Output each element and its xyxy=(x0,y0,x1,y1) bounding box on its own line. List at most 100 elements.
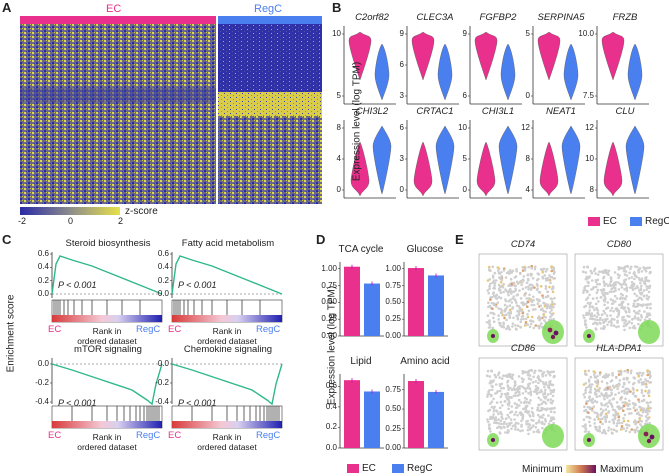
cell-dot xyxy=(611,418,614,422)
cell-dot xyxy=(613,271,617,274)
cell-dot xyxy=(508,308,512,312)
cell-dot xyxy=(648,266,651,270)
cell-dot xyxy=(631,402,635,405)
cell-dot xyxy=(507,403,511,407)
cell-dot xyxy=(610,324,613,327)
cell-dot xyxy=(541,275,544,279)
cell-dot xyxy=(493,302,496,306)
gene-title: FGFBP2 xyxy=(479,12,517,23)
cell-dot xyxy=(593,308,596,312)
tsne-plot xyxy=(478,253,568,347)
cell-dot xyxy=(583,396,586,399)
cell-dot xyxy=(506,381,509,384)
cell-dot xyxy=(630,322,634,325)
cell-dot xyxy=(636,318,640,321)
cell-dot xyxy=(494,418,498,422)
cell-dot xyxy=(586,399,590,403)
cell-dot xyxy=(511,297,514,300)
cell-dot xyxy=(502,321,505,325)
cell-dot xyxy=(612,324,616,328)
cell-dot xyxy=(629,267,632,271)
violin-shape xyxy=(350,141,370,197)
cell-dot xyxy=(632,420,636,424)
panel-d-bars xyxy=(338,262,448,449)
cell-dot xyxy=(550,269,554,273)
cell-dot xyxy=(583,430,587,433)
cell-dot xyxy=(537,326,541,330)
cell-dot xyxy=(502,374,505,378)
cell-dot xyxy=(525,281,529,285)
cell-dot xyxy=(487,409,490,413)
cell-dot xyxy=(642,382,645,385)
cell-dot xyxy=(510,301,514,304)
gene-title: CLEC3A xyxy=(416,12,454,23)
cell-dot xyxy=(603,295,607,299)
rank-gradient xyxy=(172,315,282,322)
cell-dot xyxy=(538,391,541,394)
cell-dot xyxy=(582,316,586,320)
cell-dot xyxy=(599,296,603,299)
cell-dot xyxy=(498,276,501,279)
cell-dot xyxy=(551,399,555,403)
cell-dot xyxy=(632,324,636,328)
cell-dot xyxy=(535,282,539,286)
gene-title: CLU xyxy=(615,106,635,117)
cell-dot xyxy=(491,281,495,284)
cell-dot xyxy=(626,371,629,374)
tsne-plot xyxy=(574,357,664,451)
cell-dot xyxy=(498,376,502,379)
cell-dot xyxy=(626,423,629,427)
cell-dot xyxy=(547,372,550,375)
rank-axis-label: Rank in xyxy=(92,432,122,442)
cell-dot xyxy=(544,402,548,405)
cell-dot xyxy=(509,411,512,414)
tsne-gene-title: CD86 xyxy=(510,343,536,354)
cell-dot xyxy=(488,322,491,326)
cell-dot xyxy=(538,299,541,303)
cell-dot xyxy=(504,417,508,421)
bar-chart-title: Lipid xyxy=(350,356,372,367)
cell-dot xyxy=(615,325,618,329)
cell-dot xyxy=(499,411,503,415)
violin-shape xyxy=(411,31,435,81)
rank-gradient xyxy=(172,421,282,428)
cell-dot xyxy=(640,374,644,377)
cell-dot xyxy=(531,381,535,384)
bar-chart-title: Glucose xyxy=(406,244,444,255)
cell-dot xyxy=(641,410,645,414)
cell-dot xyxy=(528,325,532,329)
cell-dot xyxy=(585,415,588,419)
cell-dot xyxy=(549,398,553,401)
cell-dot xyxy=(515,403,519,406)
cell-dot xyxy=(628,310,631,314)
cell-dot xyxy=(597,300,600,303)
gene-title: CRTAC1 xyxy=(416,106,454,117)
panel-a-letter: A xyxy=(2,0,12,15)
cell-dot xyxy=(649,406,652,410)
cell-dot xyxy=(620,283,623,287)
cell-dot xyxy=(604,376,607,379)
cell-dot xyxy=(637,277,641,280)
cell-dot xyxy=(637,400,641,404)
y-tick-label: -0.2 xyxy=(155,378,169,387)
cell-dot xyxy=(604,297,607,301)
y-tick-label: 8 xyxy=(525,154,530,163)
cell-dot xyxy=(635,285,639,288)
cell-dot xyxy=(623,389,626,393)
cell-dot xyxy=(543,304,547,308)
cell-dot xyxy=(529,399,532,402)
cell-dot xyxy=(583,320,587,323)
cell-dot xyxy=(595,411,598,415)
cell-dot xyxy=(593,387,597,391)
violin-shape xyxy=(539,141,559,197)
cell-dot xyxy=(616,422,619,425)
cell-dot xyxy=(609,298,613,301)
cell-dot xyxy=(536,386,540,390)
panel-d-letter: D xyxy=(316,232,326,247)
cell-dot xyxy=(492,413,495,416)
cell-dot xyxy=(617,373,621,376)
cell-dot xyxy=(508,316,512,320)
cell-dot xyxy=(605,314,609,317)
cell-dot xyxy=(520,419,523,423)
cell-dot xyxy=(498,406,502,410)
